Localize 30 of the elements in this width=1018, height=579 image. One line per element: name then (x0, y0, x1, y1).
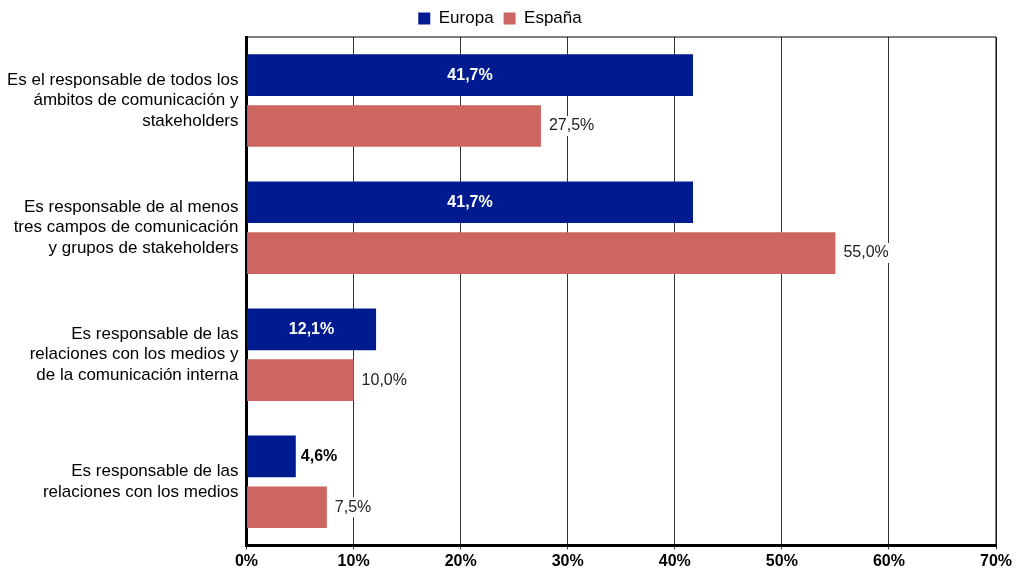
bar (247, 181, 693, 224)
bar (247, 54, 693, 96)
bar (247, 435, 296, 478)
x-tick-label: 10% (337, 552, 370, 570)
data-label: 27,5% (548, 116, 595, 134)
x-tick-label: 40% (658, 552, 691, 570)
data-label: 7,5% (334, 497, 372, 515)
data-label: 10,0% (361, 370, 407, 388)
data-label: 41,7% (447, 65, 493, 83)
bar (247, 359, 354, 402)
bar (247, 232, 836, 274)
y-tick-label: Es responsable de al menos tres campos de comunicación y grupos de stakeholders (13, 196, 239, 257)
bar (247, 105, 541, 147)
data-label: 55,0% (843, 243, 889, 261)
x-tick-label: 50% (765, 552, 798, 570)
x-tick-label: 0% (234, 552, 259, 570)
y-tick-label: Es responsable de las relaciones con los medios (42, 461, 239, 501)
y-tick-label: Es el responsable de todos los ámbitos de comunicación y stakeholders (6, 69, 240, 130)
x-tick-label: 20% (444, 552, 477, 570)
data-label: 12,1% (288, 319, 335, 337)
bar (247, 486, 327, 529)
legend-label: España (524, 8, 583, 28)
data-label: 41,7% (447, 192, 493, 210)
legend-label: Europa (438, 8, 495, 28)
y-tick-label: Es responsable de las relaciones con los medios y de la comunicación interna (29, 324, 240, 384)
x-tick-label: 30% (551, 552, 584, 570)
x-tick-label: 70% (979, 552, 1013, 570)
x-tick-label: 60% (872, 552, 905, 570)
data-label: 4,6% (300, 446, 338, 464)
bar (247, 308, 377, 351)
